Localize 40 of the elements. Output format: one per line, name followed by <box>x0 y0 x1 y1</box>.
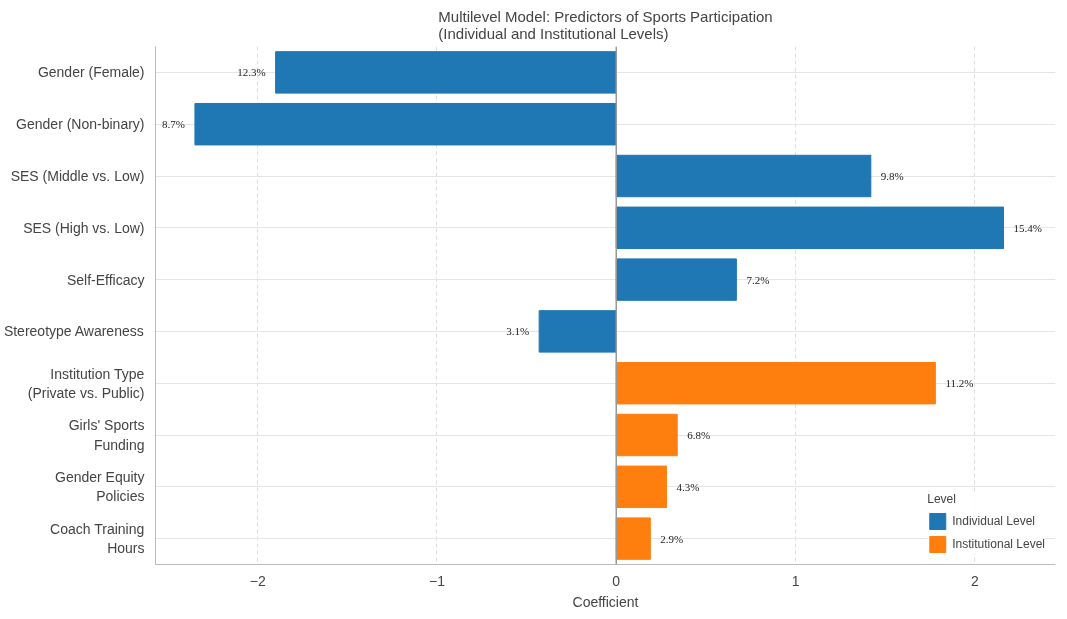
y-tick-label: SES (Middle vs. Low) <box>10 168 145 184</box>
chart-title: Multilevel Model: Predictors of Sports Participation (Individual and Institutional Levels) <box>438 7 773 42</box>
y-tick-label: SES (High vs. Low) <box>23 219 145 236</box>
y-tick-label: Girls' Sports Funding <box>68 417 145 453</box>
bar <box>615 517 651 560</box>
y-tick-label: Coach Training Hours <box>50 521 145 557</box>
bar <box>615 154 872 198</box>
legend-label: Individual Level <box>952 514 1035 528</box>
x-axis-title: Coefficient <box>572 593 639 610</box>
text: 2.9% <box>660 532 684 545</box>
text: 6.8% <box>687 429 711 441</box>
bar <box>615 258 737 301</box>
text: 7.2% <box>746 273 770 286</box>
y-tick-label: Institution Type (Private vs. Public) <box>27 365 145 401</box>
x-tick-label: −1 <box>428 572 446 589</box>
y-tick-label: Gender Equity Policies <box>55 469 145 505</box>
x-tick-label: 2 <box>970 572 979 589</box>
legend-title: Level <box>927 492 957 506</box>
bar <box>615 361 936 405</box>
text: 4.3% <box>676 480 700 493</box>
bar <box>194 102 617 146</box>
text: 8.7% <box>162 118 185 131</box>
y-tick-label: Gender (Female) <box>37 64 145 81</box>
x-tick-label: 1 <box>791 572 800 589</box>
bar <box>615 465 667 509</box>
bar <box>615 206 1005 250</box>
bar <box>275 51 617 94</box>
text: 12.3% <box>237 66 266 79</box>
text: 11.2% <box>945 377 974 390</box>
text: 15.4% <box>1013 221 1042 234</box>
y-tick-label: Gender (Non-binary) <box>16 116 145 133</box>
bar <box>538 310 617 353</box>
x-tick-label: −2 <box>249 572 266 589</box>
text: 9.8% <box>880 170 904 182</box>
y-tick-label: Self-Efficacy <box>66 271 145 288</box>
legend-label: Institutional Level <box>952 537 1045 551</box>
y-tick-label: Stereotype Awareness <box>3 323 144 340</box>
text: 3.1% <box>506 325 530 338</box>
x-tick-label: 0 <box>612 572 621 589</box>
bar <box>615 413 678 457</box>
